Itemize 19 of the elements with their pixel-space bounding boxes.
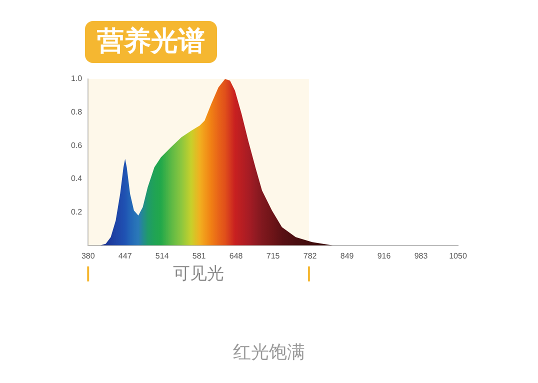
x-tick-label: 648 — [229, 251, 244, 260]
text: 红光饱满 — [232, 341, 306, 364]
x-tick-label: 380 — [81, 251, 96, 260]
x-tick-label: 581 — [192, 251, 206, 260]
x-tick-label: 1050 — [449, 251, 468, 260]
x-tick-label: 447 — [118, 251, 132, 260]
x-tick-label: 916 — [377, 251, 392, 260]
x-tick-label: 715 — [266, 251, 280, 260]
x-tick-label: 782 — [303, 251, 318, 260]
y-tick-label: 0.6 — [70, 140, 83, 150]
x-tick-label: 849 — [340, 251, 354, 260]
y-tick-label: 0.2 — [70, 207, 83, 216]
y-tick-label: 1.0 — [70, 74, 83, 84]
y-tick-label: 0.4 — [70, 174, 83, 184]
x-tick-label: 983 — [414, 251, 428, 260]
band-label: 可见光 — [173, 264, 224, 284]
x-tick-label: 514 — [155, 251, 170, 260]
y-tick-label: 0.8 — [70, 107, 83, 116]
chart-title: 营养光谱 — [85, 21, 217, 63]
